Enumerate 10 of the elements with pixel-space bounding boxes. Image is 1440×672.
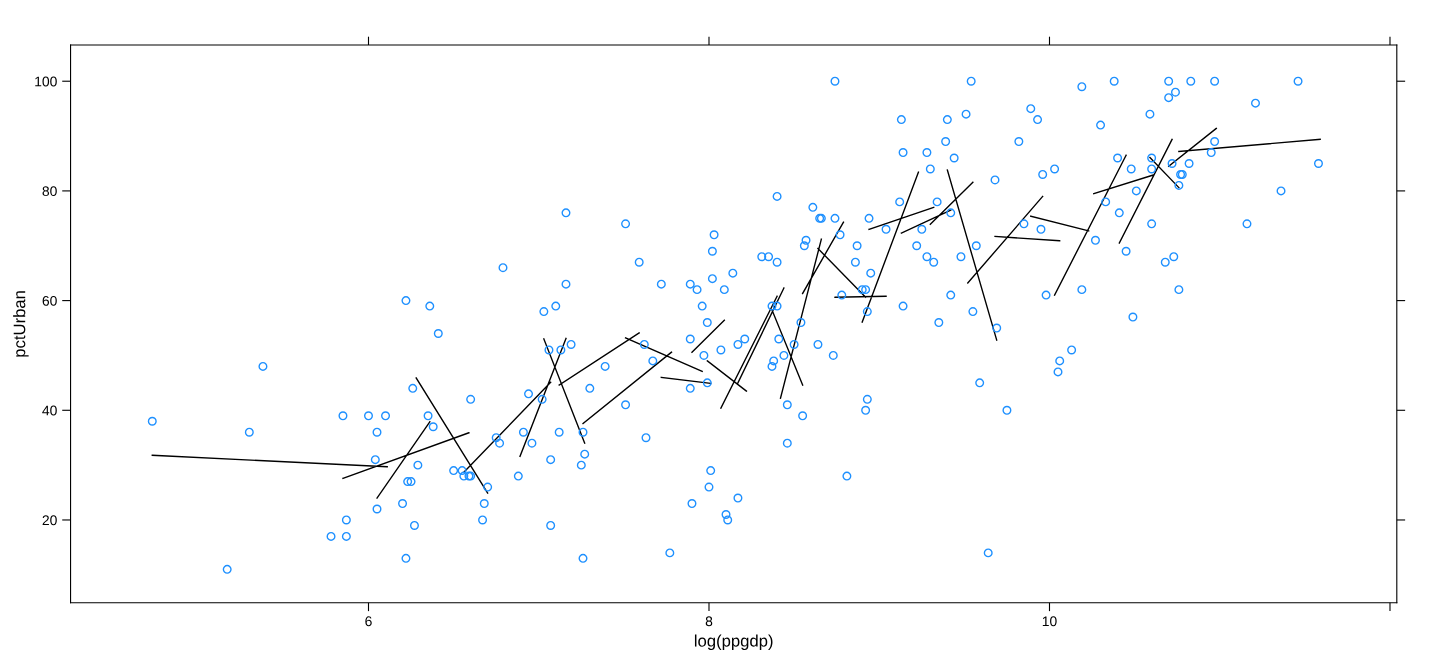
y-tick-label: 60 [42,295,57,306]
x-tick-label: 6 [365,616,372,627]
y-tick-label: 40 [42,405,57,416]
x-tick-label: 8 [705,616,713,627]
x-tick-label: 10 [1042,616,1057,627]
y-tick-label: 100 [35,76,57,87]
y-tick-label: 20 [42,515,57,526]
y-axis-title: pctUrban [13,291,29,357]
y-tick-label: 80 [42,186,57,197]
x-axis-title: log(ppgdp) [694,634,773,651]
